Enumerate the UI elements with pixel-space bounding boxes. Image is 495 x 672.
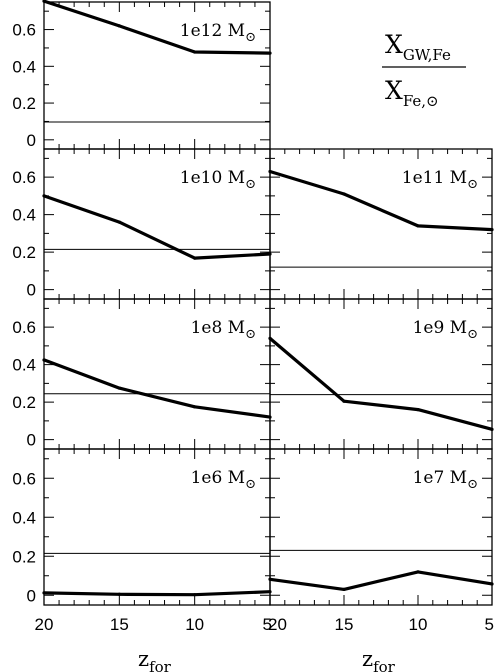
data-point	[268, 577, 272, 581]
panel-1: 0 0.2 0.4 0.6 1e12 M⊙	[12, 0, 272, 150]
x-tick-label: 20	[35, 615, 54, 634]
y-tick-label: 0.4	[12, 206, 36, 225]
y-tick-label: 0.4	[12, 508, 36, 527]
mass-label-sub: ⊙	[467, 327, 478, 342]
mass-label: 1e6 M⊙	[191, 468, 256, 492]
mass-label-sub: ⊙	[245, 327, 256, 342]
series-line	[43, 0, 271, 55]
data-point	[42, 358, 46, 362]
panel-2: 0 0.2 0.4 0.6 1e10 M⊙	[12, 148, 272, 300]
y-tick-label: 0	[27, 431, 36, 450]
ratio-numerator: X	[385, 30, 403, 59]
y-tick-label: 0.2	[12, 547, 36, 566]
mass-label: 1e12 M⊙	[180, 21, 256, 45]
data-point	[268, 336, 272, 340]
data-point	[416, 570, 420, 574]
y-tick-label: 0	[27, 586, 36, 605]
y-tick-label: 0.2	[12, 94, 36, 113]
x-tick-label: 15	[335, 615, 354, 634]
y-tick-label: 0.6	[12, 21, 36, 40]
mass-label-sub: ⊙	[245, 30, 256, 45]
x-tick-labels-group: 20 15 10 520 15 10 5	[35, 615, 494, 634]
series-line	[43, 358, 271, 419]
mass-label: 1e9 M⊙	[413, 318, 478, 342]
mass-label-main: 1e7 M	[413, 468, 468, 488]
data-point	[342, 399, 346, 403]
mass-label-main: 1e9 M	[413, 318, 468, 338]
data-point	[193, 256, 197, 260]
y-tick-label: 0.4	[12, 57, 36, 76]
y-tick-label: 0.2	[12, 393, 36, 412]
panel-3: 1e11 M⊙	[268, 148, 494, 300]
series-line	[43, 194, 271, 260]
data-point	[42, 591, 46, 595]
x-axis-title-left: zfor	[138, 647, 172, 672]
series-line	[268, 337, 493, 431]
y-tick-label: 0.6	[12, 469, 36, 488]
mass-label: 1e8 M⊙	[191, 318, 256, 342]
y-tick-label: 0.2	[12, 243, 36, 262]
mass-label-sub: ⊙	[245, 477, 256, 492]
x-tick-label: 5	[485, 615, 494, 634]
data-point	[117, 24, 121, 28]
y-tick-label: 0.6	[12, 168, 36, 187]
panel-5: 1e9 M⊙	[268, 298, 494, 450]
ratio-denominator-sub: Fe,⊙	[403, 92, 439, 110]
svg-text:XGW,Fe: XGW,Fe	[385, 30, 451, 64]
data-point	[490, 228, 494, 232]
ratio-label: XGW,Fe XFe,⊙	[382, 30, 466, 110]
mass-label: 1e7 M⊙	[413, 468, 478, 492]
mass-label-main: 1e8 M	[191, 318, 246, 338]
mass-label-main: 1e6 M	[191, 468, 246, 488]
svg-text:XFe,⊙: XFe,⊙	[385, 76, 439, 110]
data-point	[342, 192, 346, 196]
mass-label-sub: ⊙	[467, 177, 478, 192]
data-point	[42, 194, 46, 198]
data-point	[268, 51, 272, 55]
data-point	[193, 405, 197, 409]
mass-label-main: 1e12 M	[180, 21, 245, 41]
data-point	[42, 0, 46, 3]
series-line	[269, 570, 493, 592]
data-point	[117, 386, 121, 390]
y-tick-label: 0	[27, 281, 36, 300]
x-tick-label: 10	[409, 615, 428, 634]
series-line	[269, 169, 493, 232]
x-tick-label: 10	[185, 615, 204, 634]
mass-label: 1e11 M⊙	[402, 168, 478, 192]
panel-6: 0 0.2 0.4 0.6 1e6 M⊙	[12, 448, 272, 606]
panels-group: 00.20.40.6 1e12 M⊙00.20.40.6 1e10 M⊙ 1e11 M…	[12, 0, 494, 606]
data-point	[117, 220, 121, 224]
x-tick-label: 15	[110, 615, 129, 634]
panel-frame	[269, 448, 493, 606]
panel-7: 1e7 M⊙	[268, 448, 494, 606]
ratio-numerator-sub: GW,Fe	[403, 46, 451, 64]
x-tick-label: 20	[268, 615, 287, 634]
data-point	[117, 592, 121, 596]
data-point	[416, 408, 420, 412]
x-tick-label: 5	[263, 615, 272, 634]
y-tick-label: 0	[27, 131, 36, 150]
mass-label: 1e10 M⊙	[180, 168, 256, 192]
data-point	[490, 427, 494, 431]
data-point	[268, 169, 272, 174]
panel-4: 0 0.2 0.4 0.6 1e8 M⊙	[12, 298, 272, 450]
y-tick-label: 0.4	[12, 356, 36, 375]
y-tick-label: 0.6	[12, 318, 36, 337]
ratio-denominator: X	[385, 76, 403, 105]
mass-label-sub: ⊙	[245, 177, 256, 192]
mass-label-sub: ⊙	[467, 477, 478, 492]
mass-label-main: 1e11 M	[402, 168, 467, 188]
data-point	[490, 582, 494, 586]
mass-label-main: 1e10 M	[180, 168, 245, 188]
series-line	[43, 590, 271, 597]
data-point	[193, 593, 197, 597]
x-axis-title-right: zfor	[362, 647, 396, 672]
data-point	[416, 224, 420, 228]
data-point	[193, 50, 197, 54]
data-point	[342, 587, 346, 592]
